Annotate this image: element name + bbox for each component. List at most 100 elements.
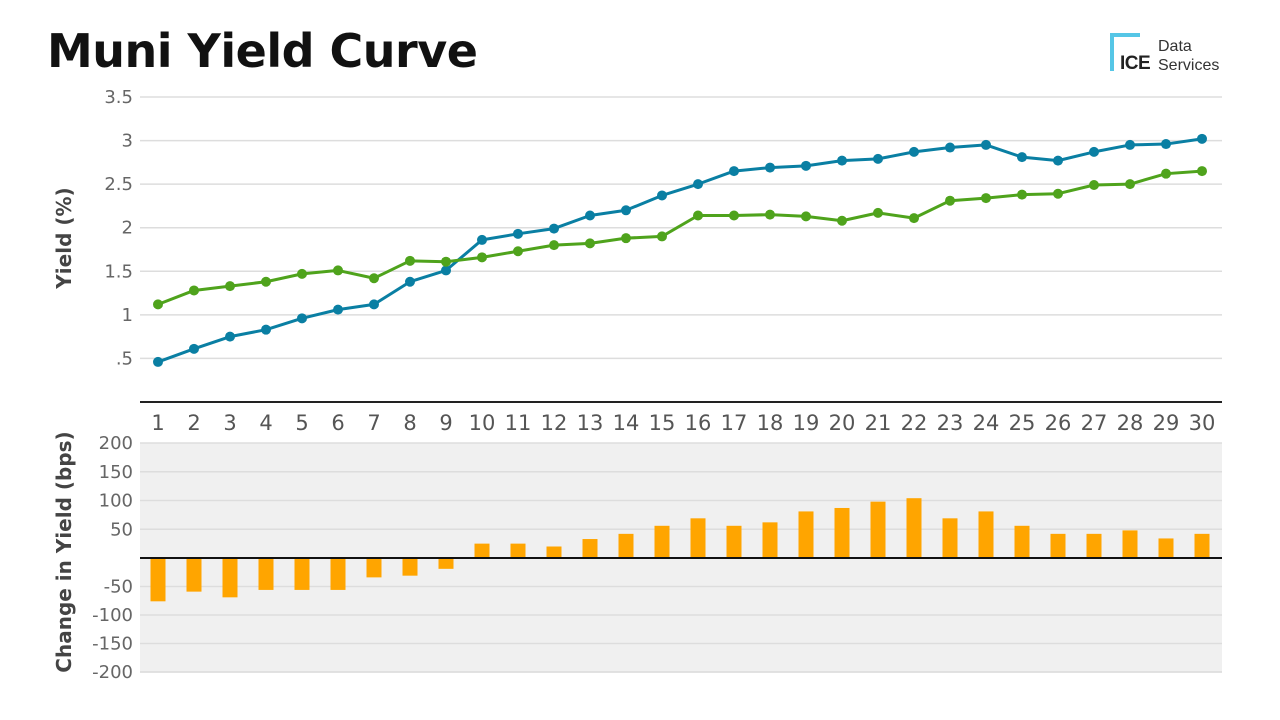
change-bar (1122, 530, 1138, 558)
bar-y-tick-label: -150 (92, 634, 133, 655)
change-bar (186, 558, 202, 592)
page-title: Muni Yield Curve (47, 24, 478, 78)
series-1-point (1017, 152, 1027, 163)
bar-y-tick-label: -50 (104, 577, 133, 598)
logo-wordmark: Data Services (1158, 37, 1219, 75)
series-1-point (189, 343, 199, 354)
series-1-point (369, 299, 379, 310)
line-y-tick-label: 3 (122, 131, 133, 152)
x-tick-label: 13 (577, 411, 604, 435)
x-tick-label: 28 (1117, 411, 1144, 435)
series-2-point (1089, 180, 1099, 191)
change-bar (834, 507, 850, 558)
series-2-point (297, 268, 307, 279)
line-y-axis-title: Yield (%) (52, 187, 76, 289)
change-bar (1194, 533, 1210, 558)
series-1-point (657, 190, 667, 201)
bar-y-tick-label: 100 (99, 491, 133, 512)
change-bar (330, 558, 346, 590)
x-tick-label: 1 (151, 411, 164, 435)
series-2-point (801, 211, 811, 222)
series-1-point (261, 324, 271, 335)
ice-data-services-logo: ICE Data Services (1108, 30, 1238, 80)
series-1-point (585, 210, 595, 221)
change-bar (438, 558, 454, 569)
series-2-point (837, 215, 847, 226)
series-2-point (909, 213, 919, 224)
x-tick-label: 11 (505, 411, 532, 435)
line-y-tick-label: .5 (116, 348, 133, 369)
series-2-point (441, 256, 451, 267)
x-tick-label: 18 (757, 411, 784, 435)
x-tick-label: 25 (1009, 411, 1036, 435)
bar-y-tick-label: 150 (99, 462, 133, 483)
logo-mark-text: ICE (1120, 53, 1151, 74)
x-tick-label: 30 (1189, 411, 1216, 435)
x-tick-label: 7 (367, 411, 380, 435)
change-bar (942, 518, 958, 558)
line-y-tick-label: 2 (122, 218, 133, 239)
bar-y-tick-label: 200 (99, 433, 133, 454)
series-line-2 (157, 169, 1203, 306)
series-1-point (441, 265, 451, 276)
x-tick-label: 19 (793, 411, 820, 435)
series-1-point (873, 153, 883, 164)
x-tick-label: 2 (187, 411, 200, 435)
series-2-point (765, 209, 775, 220)
change-bar (258, 558, 274, 590)
x-tick-label: 16 (685, 411, 712, 435)
bar-y-tick-label: 50 (110, 519, 133, 540)
series-1-point (693, 179, 703, 190)
x-tick-label: 20 (829, 411, 856, 435)
series-2-point (585, 238, 595, 249)
change-bar (762, 522, 778, 558)
x-tick-label: 12 (541, 411, 568, 435)
bar-y-tick-label: -200 (92, 662, 133, 683)
series-2-point (945, 195, 955, 206)
x-tick-label: 5 (295, 411, 308, 435)
change-bar (1086, 533, 1102, 558)
x-tick-label: 21 (865, 411, 892, 435)
series-1-point (333, 304, 343, 315)
series-1-point (549, 223, 559, 234)
bar-y-tick-label: -100 (92, 605, 133, 626)
change-bar (870, 501, 886, 558)
change-bar (690, 518, 706, 558)
x-tick-label: 6 (331, 411, 344, 435)
series-2-point (189, 285, 199, 296)
series-2-point (693, 210, 703, 221)
x-tick-label: 15 (649, 411, 676, 435)
series-2-point (621, 233, 631, 244)
series-1-point (801, 160, 811, 171)
series-2-point (261, 276, 271, 287)
series-1-point (405, 276, 415, 287)
change-bar (582, 539, 598, 558)
change-bar (1014, 525, 1030, 558)
series-2-point (549, 240, 559, 251)
change-bar (474, 543, 490, 558)
series-1-point (1053, 155, 1063, 166)
series-2-point (1053, 188, 1063, 199)
line-y-tick-label: 2.5 (104, 174, 133, 195)
series-1-point (729, 166, 739, 177)
series-2-point (657, 231, 667, 242)
series-1-point (225, 331, 235, 342)
x-tick-label: 8 (403, 411, 416, 435)
change-bar (546, 546, 562, 558)
series-2-point (1125, 179, 1135, 190)
bar-y-axis-title: Change in Yield (bps) (52, 431, 76, 672)
change-bar (978, 511, 994, 558)
series-2-point (369, 273, 379, 284)
change-bar (798, 511, 814, 558)
series-1-point (909, 146, 919, 157)
change-bar (618, 533, 634, 558)
series-1-point (1125, 139, 1135, 150)
series-2-point (153, 299, 163, 310)
series-1-point (513, 228, 523, 239)
series-2-point (405, 255, 415, 266)
line-y-tick-label: 3.5 (104, 87, 133, 108)
change-bar (906, 498, 922, 558)
x-tick-label: 14 (613, 411, 640, 435)
logo-line-1: Data (1158, 38, 1192, 55)
